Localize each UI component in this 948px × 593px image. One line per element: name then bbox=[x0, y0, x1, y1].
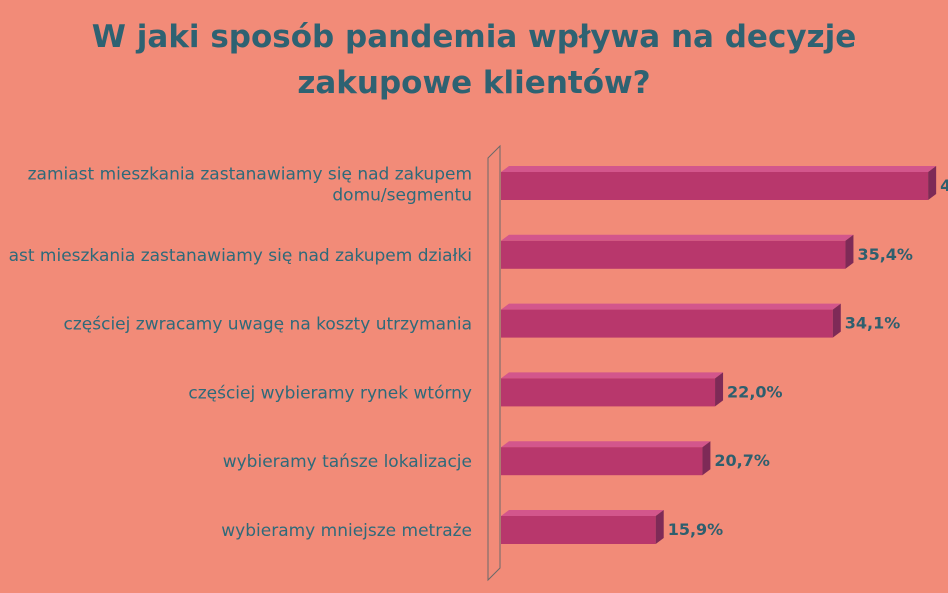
chart-title-line-2: zakupowe klientów? bbox=[297, 65, 651, 101]
bar-top-face bbox=[501, 234, 854, 241]
bar-top-face bbox=[501, 510, 664, 516]
category-label-4: częściej wybieramy rynek wtórny bbox=[188, 383, 472, 403]
chart-title: W jaki sposób pandemia wpływa na decyzje… bbox=[0, 14, 948, 106]
bar-6 bbox=[501, 510, 664, 544]
bar-side-face bbox=[845, 234, 854, 269]
bar-2 bbox=[501, 234, 854, 269]
category-label-1-line-1: zamiast mieszkania zastanawiamy się nad … bbox=[28, 165, 472, 185]
value-label-1: 4 bbox=[940, 176, 948, 195]
bar-top-face bbox=[501, 372, 724, 379]
bar-top-face bbox=[501, 166, 937, 172]
category-label-1-line-2: domu/segmentu bbox=[332, 186, 472, 206]
category-label-2: ast mieszkania zastanawiamy się nad zaku… bbox=[9, 246, 472, 266]
category-label-6: wybieramy mniejsze metraże bbox=[221, 521, 472, 541]
bar-front-face bbox=[501, 309, 833, 338]
category-label-5: wybieramy tańsze lokalizacje bbox=[223, 452, 472, 472]
chart-title-line-1: W jaki sposób pandemia wpływa na decyzje bbox=[91, 19, 857, 55]
value-label-5: 20,7% bbox=[714, 451, 770, 470]
category-label-3: częściej zwracamy uwagę na koszty utrzym… bbox=[64, 315, 472, 335]
bar-5 bbox=[501, 441, 711, 476]
bar-front-face bbox=[501, 447, 703, 476]
value-label-6: 15,9% bbox=[668, 520, 724, 539]
bar-3 bbox=[501, 303, 841, 338]
value-label-2: 35,4% bbox=[857, 245, 913, 264]
bar-front-face bbox=[501, 516, 656, 544]
bar-side-face bbox=[832, 303, 841, 338]
bar-top-face bbox=[501, 303, 841, 310]
bar-4 bbox=[501, 372, 724, 407]
bar-front-face bbox=[501, 378, 716, 407]
value-label-4: 22,0% bbox=[727, 382, 783, 401]
value-label-3: 34,1% bbox=[845, 314, 901, 333]
bar-side-face bbox=[928, 166, 937, 200]
bar-top-face bbox=[501, 441, 711, 448]
bar-front-face bbox=[501, 172, 929, 200]
bar-side-face bbox=[702, 441, 711, 476]
bar-front-face bbox=[501, 240, 846, 269]
bar-side-face bbox=[715, 372, 724, 407]
bar-1 bbox=[501, 166, 937, 200]
bar-side-face bbox=[655, 510, 664, 544]
axis-wall bbox=[487, 144, 501, 582]
